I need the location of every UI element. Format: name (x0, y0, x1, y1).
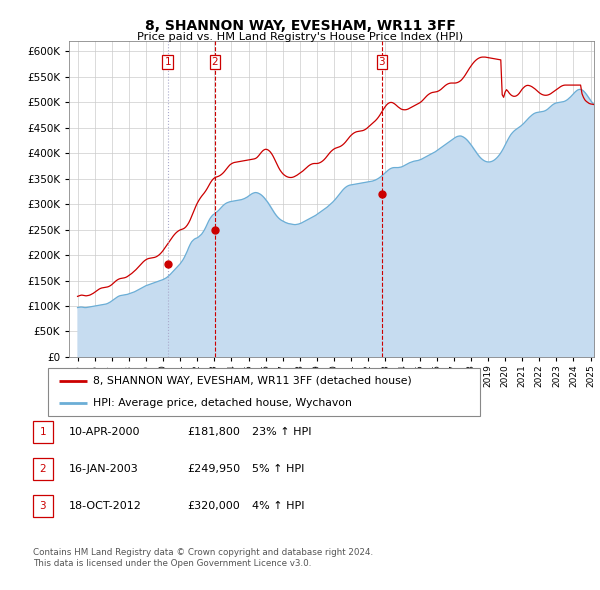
Text: 18-OCT-2012: 18-OCT-2012 (69, 502, 142, 511)
Text: 4% ↑ HPI: 4% ↑ HPI (252, 502, 305, 511)
Text: 2: 2 (212, 57, 218, 67)
Text: 3: 3 (40, 502, 46, 511)
Text: 8, SHANNON WAY, EVESHAM, WR11 3FF: 8, SHANNON WAY, EVESHAM, WR11 3FF (145, 19, 455, 33)
Text: 3: 3 (379, 57, 385, 67)
Text: 10-APR-2000: 10-APR-2000 (69, 427, 140, 437)
Text: 1: 1 (40, 427, 46, 437)
Text: £249,950: £249,950 (187, 464, 240, 474)
Text: 5% ↑ HPI: 5% ↑ HPI (252, 464, 304, 474)
Text: This data is licensed under the Open Government Licence v3.0.: This data is licensed under the Open Gov… (33, 559, 311, 568)
Text: £320,000: £320,000 (187, 502, 240, 511)
Text: 1: 1 (164, 57, 171, 67)
Text: 2: 2 (40, 464, 46, 474)
FancyBboxPatch shape (48, 368, 480, 416)
Text: 23% ↑ HPI: 23% ↑ HPI (252, 427, 311, 437)
Text: 16-JAN-2003: 16-JAN-2003 (69, 464, 139, 474)
Text: 8, SHANNON WAY, EVESHAM, WR11 3FF (detached house): 8, SHANNON WAY, EVESHAM, WR11 3FF (detac… (94, 376, 412, 386)
Text: Contains HM Land Registry data © Crown copyright and database right 2024.: Contains HM Land Registry data © Crown c… (33, 548, 373, 556)
Text: £181,800: £181,800 (187, 427, 240, 437)
Text: HPI: Average price, detached house, Wychavon: HPI: Average price, detached house, Wych… (94, 398, 352, 408)
Text: Price paid vs. HM Land Registry's House Price Index (HPI): Price paid vs. HM Land Registry's House … (137, 32, 463, 42)
